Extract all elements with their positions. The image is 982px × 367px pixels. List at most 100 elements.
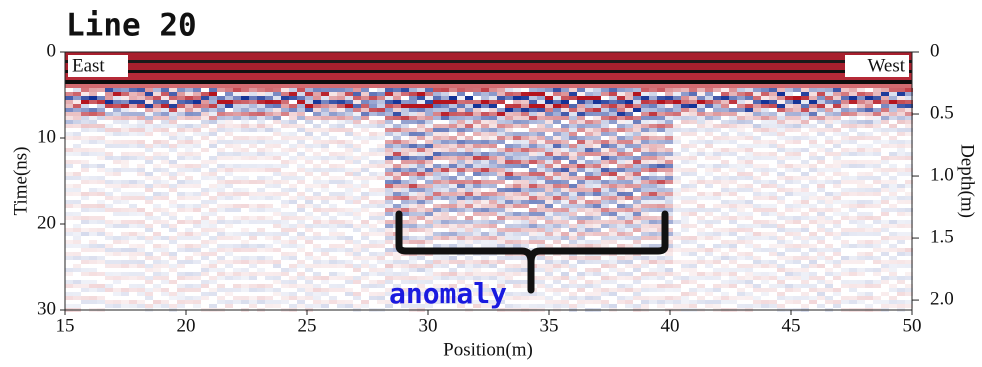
image-cell [337,208,345,212]
image-cell [601,132,609,136]
image-cell [145,184,153,188]
image-cell [825,100,833,104]
image-cell [121,108,129,112]
image-cell [569,128,577,132]
image-cell [817,128,825,132]
image-cell [321,144,329,148]
image-cell [441,208,449,212]
image-cell [641,92,649,96]
image-cell [209,128,217,132]
image-cell [265,284,273,288]
image-cell [417,296,425,300]
image-cell [761,92,769,96]
image-cell [489,300,497,304]
image-cell [809,164,817,168]
image-cell [601,264,609,268]
image-cell [289,196,297,200]
image-cell [329,92,337,96]
image-cell [657,116,665,120]
image-cell [129,248,137,252]
image-cell [369,224,377,228]
image-cell [457,156,465,160]
image-cell [881,144,889,148]
image-cell [665,160,673,164]
image-cell [113,280,121,284]
image-cell [353,112,361,116]
image-cell [137,284,145,288]
image-cell [889,108,897,112]
image-cell [529,104,537,108]
image-cell [689,144,697,148]
image-cell [433,140,441,144]
image-cell [513,136,521,140]
image-cell [273,120,281,124]
image-cell [193,232,201,236]
image-cell [689,288,697,292]
image-cell [153,288,161,292]
image-cell [777,176,785,180]
image-cell [377,120,385,124]
image-cell [689,152,697,156]
image-cell [225,164,233,168]
image-cell [89,300,97,304]
image-cell [657,164,665,168]
image-cell [401,280,409,284]
image-cell [761,184,769,188]
image-cell [457,120,465,124]
image-cell [385,280,393,284]
image-cell [561,88,569,92]
image-cell [297,208,305,212]
image-cell [865,232,873,236]
image-cell [849,208,857,212]
image-cell [209,288,217,292]
image-cell [297,236,305,240]
image-cell [641,260,649,264]
image-cell [697,296,705,300]
image-cell [553,96,561,100]
image-cell [545,300,553,304]
image-cell [697,164,705,168]
image-cell [305,276,313,280]
image-cell [801,204,809,208]
image-cell [545,232,553,236]
image-cell [73,252,81,256]
image-cell [233,176,241,180]
image-cell [825,88,833,92]
image-cell [481,200,489,204]
image-cell [601,204,609,208]
image-cell [217,120,225,124]
image-cell [497,164,505,168]
image-cell [273,92,281,96]
image-cell [465,128,473,132]
image-cell [729,268,737,272]
image-cell [793,216,801,220]
image-cell [265,204,273,208]
image-cell [513,108,521,112]
image-cell [617,220,625,224]
image-cell [281,192,289,196]
image-cell [609,188,617,192]
image-cell [361,152,369,156]
image-cell [417,244,425,248]
image-cell [153,124,161,128]
image-cell [137,288,145,292]
image-cell [753,236,761,240]
image-cell [113,132,121,136]
image-cell [681,236,689,240]
image-cell [353,292,361,296]
image-cell [161,132,169,136]
image-cell [577,220,585,224]
image-cell [841,108,849,112]
image-cell [801,200,809,204]
image-cell [201,256,209,260]
image-cell [737,304,745,308]
image-cell [337,104,345,108]
image-cell [201,100,209,104]
image-cell [425,168,433,172]
image-cell [689,272,697,276]
image-cell [769,236,777,240]
image-cell [825,176,833,180]
image-cell [833,132,841,136]
image-cell [881,252,889,256]
image-cell [601,100,609,104]
